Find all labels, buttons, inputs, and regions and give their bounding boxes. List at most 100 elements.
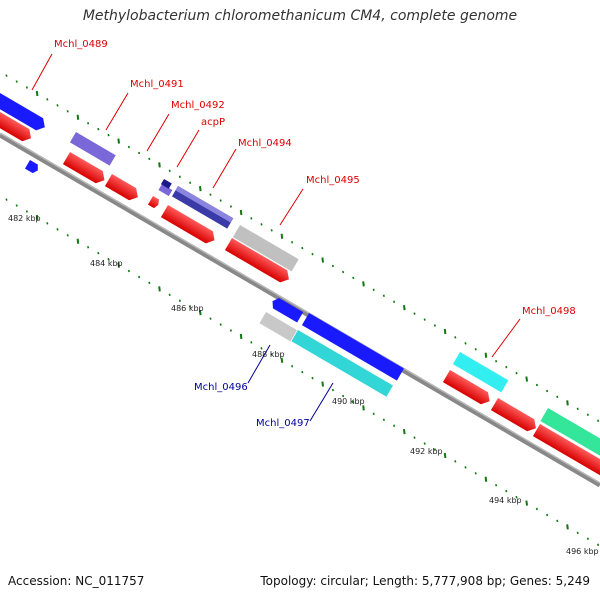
gene-acpP-feature[interactable] [160, 179, 172, 189]
gene-Mchl_0497-gray-feature[interactable] [259, 312, 298, 342]
minor-tick [342, 270, 345, 274]
minor-tick [576, 531, 579, 535]
cds-4[interactable] [147, 196, 161, 209]
major-tick [199, 310, 202, 316]
callout-lines [31, 53, 521, 422]
gene-label-Mchl_0498[interactable]: Mchl_0498 [522, 306, 576, 317]
cds-3[interactable] [104, 174, 141, 203]
major-tick [280, 357, 284, 363]
gene-Mchl_0496-feature[interactable] [301, 313, 404, 381]
gene-label-acpP[interactable]: acpP [201, 117, 225, 128]
cds-6[interactable] [224, 238, 293, 285]
minor-tick [178, 299, 181, 302]
minor-tick [97, 251, 100, 255]
cds-2[interactable] [62, 152, 108, 186]
minor-tick [382, 294, 385, 297]
major-tick [484, 476, 488, 482]
major-tick [403, 305, 406, 311]
major-tick [362, 405, 365, 411]
major-tick [443, 452, 447, 459]
minor-tick [107, 257, 110, 261]
genome-backbone [0, 132, 600, 488]
minor-tick [464, 466, 467, 469]
minor-tick [46, 222, 49, 225]
minor-tick [393, 300, 396, 303]
minor-tick [423, 318, 426, 321]
minor-tick [535, 383, 538, 387]
minor-tick [586, 413, 589, 416]
gene-label-Mchl_0489[interactable]: Mchl_0489 [54, 39, 108, 50]
kbp-labels: 482 kbp 484 kbp 486 kbp 488 kbp 490 kbp … [8, 214, 599, 556]
minor-tick [556, 395, 559, 399]
minor-tick [372, 412, 375, 416]
major-tick [443, 328, 447, 335]
minor-tick [372, 288, 375, 292]
minor-tick [250, 341, 253, 344]
gene-Mchl_0496-small-feature[interactable] [269, 296, 304, 323]
minor-tick [464, 342, 467, 345]
minor-tick [546, 389, 549, 393]
cds-5[interactable] [160, 205, 218, 246]
gene-Mchl_0495-feature[interactable] [232, 225, 299, 272]
minor-tick [25, 210, 28, 213]
cds-9[interactable] [532, 424, 600, 479]
minor-tick [505, 489, 508, 493]
minor-tick [505, 365, 508, 369]
minor-tick [597, 543, 600, 546]
minor-tick [474, 348, 477, 351]
kbp-label-496: 496 kbp [566, 547, 599, 556]
minor-tick [301, 246, 304, 250]
gene-Mchl_0492-feature[interactable] [158, 184, 173, 197]
kbp-label-494: 494 kbp [489, 496, 522, 505]
minor-tick [515, 371, 518, 375]
cds-7[interactable] [442, 370, 493, 407]
gene-label-Mchl_0494[interactable]: Mchl_0494 [238, 138, 292, 149]
cds-1[interactable] [0, 108, 35, 144]
gene-features [0, 89, 600, 479]
gene-Mchl_0491-feature[interactable] [69, 132, 116, 166]
minor-tick [189, 181, 192, 184]
gene-green-feature[interactable] [540, 408, 600, 457]
minor-tick [556, 519, 559, 523]
minor-tick [229, 329, 232, 332]
minor-tick [127, 269, 130, 273]
minor-tick [87, 121, 90, 125]
minor-tick [66, 234, 69, 237]
gene-label-Mchl_0497[interactable]: Mchl_0497 [256, 418, 310, 429]
minor-tick [46, 98, 49, 101]
minor-tick [97, 127, 100, 131]
major-tick [403, 429, 406, 435]
kbp-tick-marks [5, 74, 600, 546]
minor-tick [301, 370, 304, 374]
minor-tick [576, 407, 579, 411]
minor-tick [219, 199, 222, 202]
minor-tick [66, 110, 69, 113]
minor-tick [342, 394, 345, 398]
major-tick [239, 209, 243, 216]
kbp-label-488: 488 kbp [252, 350, 285, 359]
major-tick [158, 286, 161, 292]
gene-Mchl_0489-feature[interactable] [0, 89, 48, 133]
gene-label-Mchl_0495[interactable]: Mchl_0495 [306, 175, 360, 186]
minor-tick [229, 205, 232, 208]
minor-tick [515, 495, 518, 499]
major-tick [76, 114, 80, 120]
kbp-label-490: 490 kbp [332, 397, 365, 406]
minor-tick [495, 483, 498, 487]
major-tick [280, 233, 284, 239]
minor-tick [454, 460, 457, 463]
minor-tick [393, 424, 396, 427]
gene-Mchl_0498-feature[interactable] [452, 352, 509, 393]
genome-summary: Topology: circular; Length: 5,777,908 bp… [260, 574, 590, 588]
minor-tick [15, 204, 18, 207]
minor-tick [423, 442, 426, 445]
major-tick [566, 400, 569, 406]
gene-Mchl_0497-feature[interactable] [291, 330, 393, 397]
major-tick [566, 524, 569, 530]
gene-small-blue-feature[interactable] [24, 160, 40, 175]
gene-label-Mchl_0492[interactable]: Mchl_0492 [171, 100, 225, 111]
minor-tick [5, 74, 8, 77]
cds-8[interactable] [490, 398, 540, 434]
gene-label-Mchl_0496[interactable]: Mchl_0496 [194, 382, 248, 393]
gene-label-Mchl_0491[interactable]: Mchl_0491 [130, 79, 184, 90]
